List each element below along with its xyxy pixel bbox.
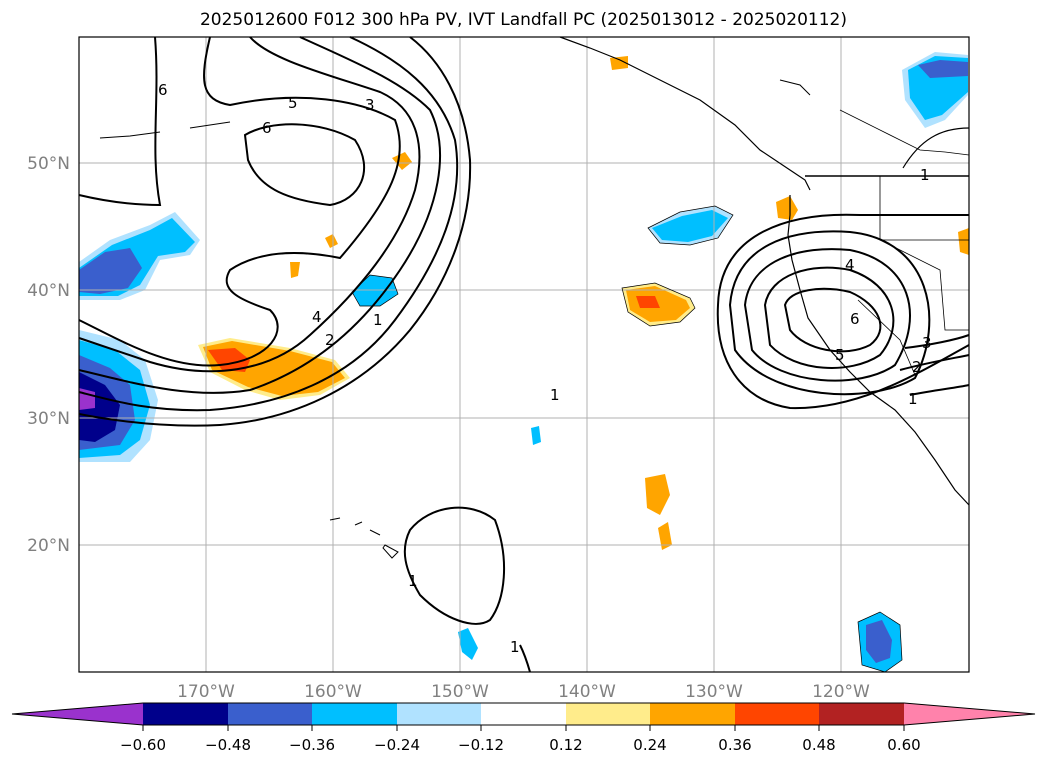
positive-anomaly-east bbox=[958, 228, 969, 255]
negative-anomaly-alaska-inner bbox=[918, 60, 968, 78]
colorbar-tick-label: −0.60 bbox=[120, 736, 166, 754]
lat-label-20n: 20°N bbox=[27, 536, 70, 556]
contour-label: 4 bbox=[312, 308, 322, 326]
contour-label: 1 bbox=[408, 572, 418, 590]
colorbar bbox=[11, 702, 1036, 726]
contour-label: 3 bbox=[365, 96, 375, 114]
lat-label-30n: 30°N bbox=[27, 409, 70, 429]
lat-label-40n: 40°N bbox=[27, 281, 70, 301]
colorbar-swatch bbox=[228, 703, 312, 725]
lon-label-130w: 130°W bbox=[685, 682, 743, 702]
colorbar-tick-labels: −0.60 −0.48 −0.36 −0.24 −0.12 0.12 0.24 … bbox=[120, 736, 921, 754]
negative-anomaly-west-deep bbox=[79, 372, 120, 442]
negative-anomaly-small bbox=[531, 426, 541, 445]
colorbar-extend-max bbox=[904, 703, 1035, 725]
colorbar-tick-label: 0.24 bbox=[633, 736, 666, 754]
positive-anomaly-south-2 bbox=[658, 522, 672, 550]
colorbar-swatch bbox=[312, 703, 397, 725]
map-title: 2025012600 F012 300 hPa PV, IVT Landfall… bbox=[199, 10, 847, 30]
positive-anomaly-dot-2 bbox=[290, 262, 300, 278]
lat-label-50n: 50°N bbox=[27, 154, 70, 174]
contour-label: 1 bbox=[908, 390, 918, 408]
colorbar-swatch bbox=[650, 703, 735, 725]
positive-anomaly-central-inner bbox=[636, 296, 660, 308]
positive-anomaly-coast bbox=[776, 196, 798, 220]
colorbar-swatch bbox=[143, 703, 228, 725]
contour-label: 6 bbox=[850, 310, 860, 328]
colorbar-swatch bbox=[566, 703, 650, 725]
positive-anomaly-south-1 bbox=[645, 474, 670, 515]
shading-outlines bbox=[351, 205, 903, 673]
colorbar-swatch bbox=[397, 703, 481, 725]
contour-label: 1 bbox=[373, 311, 383, 329]
lat-labels: 50°N 40°N 30°N 20°N bbox=[27, 154, 70, 556]
contour-label: 5 bbox=[288, 94, 298, 112]
colorbar-ticks bbox=[142, 725, 905, 731]
positive-anomaly-dot-1 bbox=[325, 234, 338, 248]
contour-labels: 6 5 3 6 4 2 1 1 4 6 5 3 2 1 1 1 1 bbox=[158, 81, 932, 656]
colorbar-swatch bbox=[819, 703, 904, 725]
colorbar-swatch bbox=[735, 703, 819, 725]
lon-label-140w: 140°W bbox=[558, 682, 616, 702]
lon-label-120w: 120°W bbox=[812, 682, 870, 702]
contour-label: 6 bbox=[262, 119, 272, 137]
contour-label: 3 bbox=[922, 334, 932, 352]
negative-anomaly-nw-inner bbox=[79, 248, 142, 294]
contour-label: 1 bbox=[510, 638, 520, 656]
contour-label: 5 bbox=[835, 346, 845, 364]
lon-label-150w: 150°W bbox=[431, 682, 489, 702]
colorbar-tick-label: 0.36 bbox=[718, 736, 751, 754]
map-frame bbox=[78, 36, 970, 673]
contour-label: 1 bbox=[920, 166, 930, 184]
lon-label-160w: 160°W bbox=[304, 682, 362, 702]
contour-label: 4 bbox=[845, 256, 855, 274]
colorbar-tick-label: −0.24 bbox=[374, 736, 420, 754]
colorbar-tick-label: 0.60 bbox=[887, 736, 920, 754]
colorbar-swatch bbox=[481, 703, 566, 725]
colorbar-tick-label: −0.36 bbox=[289, 736, 335, 754]
negative-anomaly-central-north-core bbox=[652, 210, 728, 242]
gridlines bbox=[79, 37, 969, 672]
contour-label: 6 bbox=[158, 81, 168, 99]
lon-labels: 170°W 160°W 150°W 140°W 130°W 120°W bbox=[177, 682, 870, 702]
positive-anomaly-nw-small bbox=[392, 152, 412, 170]
shaded-fields bbox=[79, 52, 969, 672]
negative-anomaly-southeast-core bbox=[866, 620, 892, 663]
pv-contours bbox=[78, 36, 970, 673]
contour-label: 1 bbox=[550, 386, 560, 404]
contour-label: 2 bbox=[325, 331, 335, 349]
colorbar-extend-min bbox=[12, 703, 143, 725]
positive-anomaly-west-inner bbox=[208, 348, 250, 372]
colorbar-tick-label: 0.48 bbox=[802, 736, 835, 754]
positive-anomaly-north bbox=[610, 56, 628, 70]
colorbar-tick-label: −0.12 bbox=[458, 736, 504, 754]
lon-label-170w: 170°W bbox=[177, 682, 235, 702]
negative-anomaly-south bbox=[458, 628, 478, 660]
coastlines bbox=[99, 36, 970, 559]
colorbar-tick-label: 0.12 bbox=[549, 736, 582, 754]
colorbar-tick-label: −0.48 bbox=[205, 736, 251, 754]
contour-label: 2 bbox=[912, 358, 922, 376]
